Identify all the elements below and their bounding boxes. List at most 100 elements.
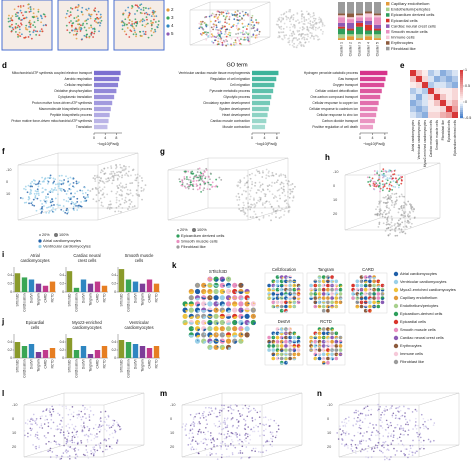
spot-pie-wedge <box>225 316 232 319</box>
axis-tick-label: -10 <box>12 403 18 407</box>
spot <box>399 409 402 412</box>
bar <box>94 76 120 82</box>
spot-pie-wedge <box>275 293 280 296</box>
spot <box>202 189 205 192</box>
spot <box>99 442 102 444</box>
spot <box>39 417 42 420</box>
x-tick-label: Cell2location <box>74 293 78 311</box>
chart-title: Myoz2-enriched <box>72 320 102 325</box>
spot <box>215 13 218 16</box>
spot <box>133 27 136 30</box>
spot-pie <box>275 344 280 348</box>
bar <box>94 88 117 94</box>
spot <box>217 426 219 428</box>
spot <box>388 424 390 427</box>
spot <box>236 418 238 421</box>
spot <box>115 199 118 201</box>
spot <box>93 452 95 455</box>
spot <box>106 166 109 169</box>
spot <box>99 418 101 421</box>
spot <box>66 440 69 442</box>
spot <box>252 426 255 429</box>
spot <box>120 185 122 188</box>
spot <box>404 211 407 213</box>
spot <box>375 185 378 188</box>
spot <box>271 438 274 440</box>
spot <box>99 171 102 174</box>
spot <box>394 223 396 225</box>
spot <box>412 439 414 442</box>
spot <box>355 411 357 414</box>
spot <box>146 18 148 21</box>
spot <box>42 13 45 16</box>
spot <box>104 428 106 431</box>
spot <box>58 427 61 430</box>
spot <box>72 206 75 208</box>
spot-pie-wedge <box>292 341 297 344</box>
spot-pie-wedge <box>336 340 339 342</box>
spot <box>11 19 14 22</box>
spot <box>206 423 208 425</box>
spot <box>50 418 53 421</box>
spot-pie-wedge <box>252 313 256 317</box>
spot-pie-wedge <box>234 291 238 294</box>
bar <box>252 82 275 88</box>
spot-pie-wedge <box>288 300 292 303</box>
spot <box>71 24 73 27</box>
spot <box>372 184 375 187</box>
spot <box>109 433 111 436</box>
spot <box>397 211 400 214</box>
spot <box>14 31 17 33</box>
spot <box>76 417 79 419</box>
spot <box>35 183 37 186</box>
spot-pie-wedge <box>357 293 360 296</box>
spot <box>398 405 401 408</box>
spot <box>314 29 317 31</box>
spot-pie-wedge <box>361 287 364 290</box>
spot <box>412 210 415 213</box>
spot <box>234 403 237 406</box>
spot-pie-wedge <box>247 322 250 325</box>
stacked-bar-segment <box>374 1 381 14</box>
spot-pie <box>232 319 238 326</box>
spot <box>250 19 253 22</box>
spot <box>76 443 79 445</box>
spot <box>27 198 30 201</box>
spot <box>242 201 245 204</box>
spot <box>314 34 317 37</box>
spot <box>224 21 227 24</box>
spot <box>32 179 35 181</box>
spot <box>74 425 77 428</box>
spot <box>87 435 89 437</box>
spot <box>68 455 71 457</box>
spot <box>135 179 138 182</box>
spot-pie-wedge <box>232 334 238 338</box>
heatmap-cell <box>452 70 458 76</box>
spot-pie-wedge <box>281 308 284 311</box>
legend-label: Epicardial cells <box>391 18 418 23</box>
spot <box>121 185 124 188</box>
spot <box>411 454 414 456</box>
spot <box>390 215 393 218</box>
spot <box>121 169 124 172</box>
spot-pie-wedge <box>273 341 276 344</box>
spot <box>236 16 239 19</box>
spot <box>110 426 113 429</box>
bar <box>252 100 271 106</box>
x-tick-label: CARD <box>43 293 47 303</box>
spot <box>264 441 267 443</box>
spot <box>80 440 82 442</box>
spot <box>36 434 39 436</box>
spot <box>8 25 11 28</box>
spot <box>209 434 212 437</box>
spot-pie-wedge <box>240 310 244 313</box>
spot-pie-wedge <box>317 345 322 347</box>
spot <box>393 204 396 206</box>
spot-pie-wedge <box>319 289 322 291</box>
spot <box>376 212 379 215</box>
spot <box>265 423 267 426</box>
spot-pie-wedge <box>322 288 326 291</box>
spot <box>310 27 313 30</box>
spot <box>60 457 63 460</box>
spot <box>292 16 295 19</box>
